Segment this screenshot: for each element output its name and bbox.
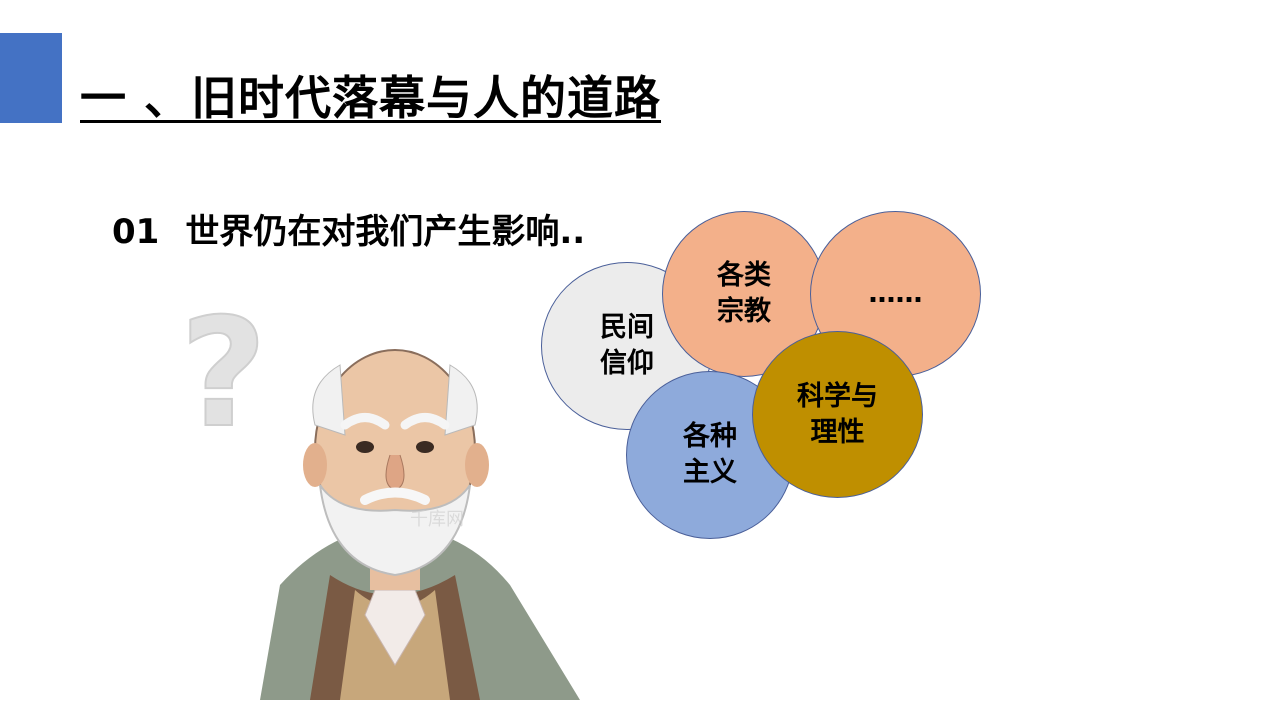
bubble-science-line1: 科学与 xyxy=(797,380,878,412)
bubble-religions-line1: 各类 xyxy=(717,260,771,291)
bubble-isms-line2: 主义 xyxy=(683,457,737,488)
bubble-science-line2: 理性 xyxy=(810,416,865,448)
bubble-religions: 各类 宗教 xyxy=(662,211,826,377)
bubble-folk-belief-line2: 信仰 xyxy=(600,348,654,379)
bubble-religions-line2: 宗教 xyxy=(717,296,771,327)
bubble-science-reason: 科学与 理性 xyxy=(752,331,923,498)
title-accent-bar xyxy=(0,33,62,123)
svg-text:?: ? xyxy=(180,287,267,461)
section-subtitle-text: 世界仍在对我们产生影响.. xyxy=(185,212,586,252)
old-man-illustration: ? 千库网 xyxy=(180,286,580,700)
bubble-isms-line1: 各种 xyxy=(683,421,737,452)
bubble-etc-text: …… xyxy=(868,278,923,309)
slide-title: 一 、旧时代落幕与人的道路 xyxy=(80,71,662,125)
section-number: 01 xyxy=(112,212,160,252)
question-mark-icon: ? xyxy=(180,286,268,462)
section-subtitle: 01 世界仍在对我们产生影响.. xyxy=(112,204,585,253)
bubble-folk-belief-line1: 民间 xyxy=(600,312,654,343)
svg-text:千库网: 千库网 xyxy=(410,509,464,530)
